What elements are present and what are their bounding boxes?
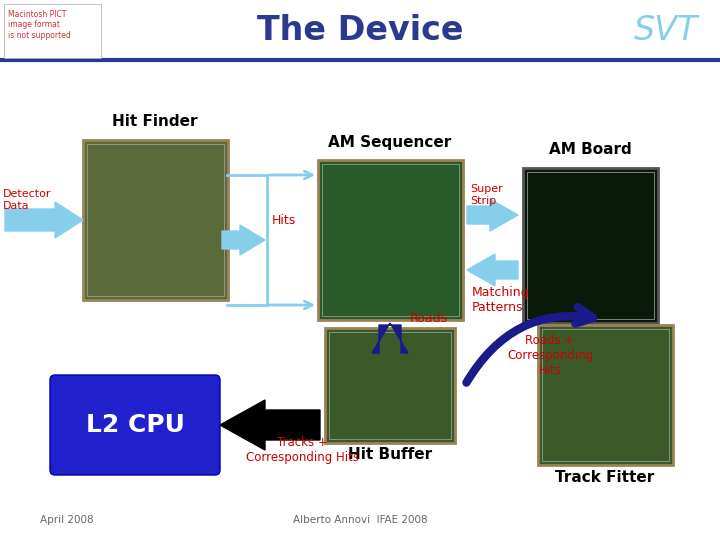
Text: Roads +
Corresponding
Hits: Roads + Corresponding Hits [507,334,593,376]
Bar [318,160,462,320]
Polygon shape [5,202,83,238]
Text: Hit Finder: Hit Finder [112,114,198,130]
Polygon shape [222,225,265,255]
Text: Roads: Roads [410,313,448,326]
Text: Super
Strip: Super Strip [470,184,503,206]
Bar [325,327,455,442]
Polygon shape [220,400,320,450]
Bar [329,332,451,438]
Bar [86,144,223,296]
Text: Detector
Data: Detector Data [3,189,52,211]
Polygon shape [467,199,518,231]
Text: April 2008: April 2008 [40,515,94,525]
Bar [322,164,459,316]
Bar [538,325,672,465]
Bar [83,140,228,300]
Text: AM Sequencer: AM Sequencer [328,134,451,150]
Polygon shape [372,323,408,353]
Text: Matching
Patterns: Matching Patterns [472,286,530,314]
Text: Alberto Annovi  IFAE 2008: Alberto Annovi IFAE 2008 [293,515,427,525]
Text: The Device: The Device [257,14,463,46]
Text: Macintosh PICT
image format
is not supported: Macintosh PICT image format is not suppo… [8,10,71,40]
Text: SVT: SVT [634,14,698,46]
Text: Hit Buffer: Hit Buffer [348,447,432,462]
Text: L2 CPU: L2 CPU [86,413,184,437]
Text: Tracks +
Corresponding Hits: Tracks + Corresponding Hits [246,436,359,464]
FancyBboxPatch shape [4,4,101,58]
FancyBboxPatch shape [50,375,220,475]
Text: Track Fitter: Track Fitter [555,469,654,484]
Text: AM Board: AM Board [549,142,631,157]
Bar [523,167,657,322]
Polygon shape [467,254,518,286]
Bar [541,329,668,461]
Text: Hits: Hits [272,213,296,226]
Bar [526,172,654,319]
